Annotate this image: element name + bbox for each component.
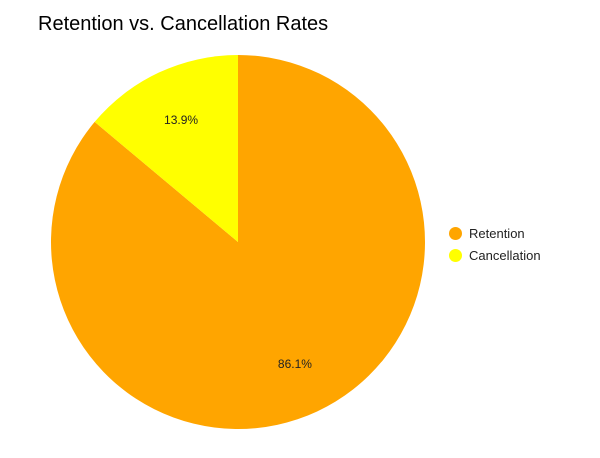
pie-slice-cancellation — [94, 55, 239, 242]
legend-label-cancellation: Cancellation — [469, 247, 541, 263]
slice-label-retention: 86.1% — [278, 357, 312, 371]
legend-item-cancellation: Cancellation — [449, 244, 541, 266]
legend: Retention Cancellation — [449, 222, 541, 266]
legend-item-retention: Retention — [449, 222, 541, 244]
legend-swatch-cancellation — [449, 248, 462, 262]
legend-swatch-retention — [449, 226, 462, 240]
chart-title: Retention vs. Cancellation Rates — [38, 13, 329, 35]
slice-label-cancellation: 13.9% — [164, 113, 198, 127]
legend-label-retention: Retention — [469, 225, 525, 241]
